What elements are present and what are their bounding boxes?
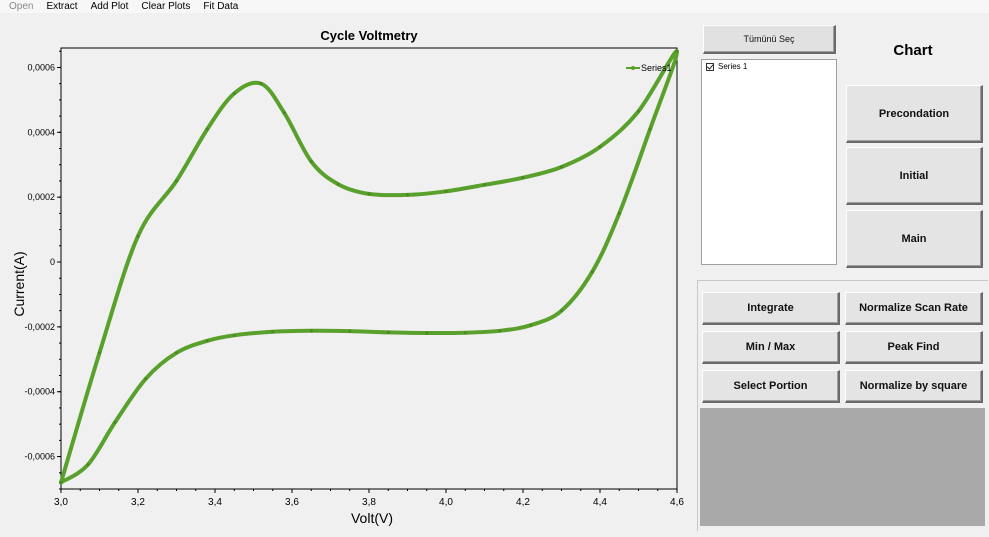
- y-tick-label: 0,0002: [27, 192, 55, 202]
- x-tick-label: 4,6: [670, 497, 684, 508]
- info-panel: [700, 408, 985, 526]
- series-point: [113, 420, 117, 425]
- series-point: [444, 189, 448, 193]
- y-tick-label: -0,0002: [24, 322, 55, 332]
- series-point: [559, 165, 564, 169]
- normalize-by-square-button[interactable]: Normalize by square: [845, 370, 983, 403]
- series-point: [405, 193, 410, 197]
- series-point: [636, 109, 641, 113]
- x-tick-label: 3,8: [362, 497, 376, 508]
- chart-area[interactable]: Cycle Voltmetry 0,0006 0,0004 0,0002 0 -0,00…: [0, 14, 690, 532]
- normalize-scan-rate-button[interactable]: Normalize Scan Rate: [845, 292, 983, 325]
- series-point: [174, 179, 179, 183]
- series-point: [336, 182, 340, 186]
- legend-marker: [631, 66, 635, 70]
- series-point: [529, 323, 533, 327]
- series-point: [675, 49, 679, 53]
- series-point: [367, 192, 371, 196]
- x-axis-label: Volt(V): [351, 510, 393, 526]
- series-point: [205, 127, 209, 131]
- series-point: [309, 329, 313, 333]
- y-axis-label: Current(A): [11, 251, 27, 316]
- x-tick-label: 3,6: [285, 497, 299, 508]
- y-tick-label: -0,0006: [24, 452, 55, 462]
- x-tick-label: 4,0: [439, 497, 453, 508]
- series-point: [559, 309, 564, 313]
- series-point: [59, 480, 63, 485]
- series-point: [521, 176, 525, 180]
- series-point: [590, 270, 594, 274]
- y-tick-label: 0: [50, 257, 55, 267]
- x-tick-label: 4,4: [593, 497, 607, 508]
- tools-panel: [697, 280, 988, 531]
- precondation-button[interactable]: Precondation: [846, 85, 983, 143]
- y-tick-label: 0,0006: [27, 62, 55, 72]
- peak-find-button[interactable]: Peak Find: [845, 331, 983, 364]
- legend: Series1: [626, 63, 672, 73]
- series-layer: [59, 49, 680, 485]
- series-line: [59, 49, 680, 485]
- series-point: [463, 331, 467, 335]
- series-point: [136, 234, 140, 238]
- select-all-button[interactable]: Tümünü Seç: [703, 25, 836, 54]
- series-point: [425, 331, 429, 335]
- x-tick-label: 3,2: [131, 497, 145, 508]
- x-tick-label: 3,0: [54, 497, 68, 508]
- menu-clear-plots[interactable]: Clear Plots: [141, 1, 191, 12]
- series-point: [86, 463, 90, 467]
- x-tick-label: 3,4: [208, 497, 222, 508]
- series-point: [259, 82, 263, 86]
- series-listbox[interactable]: Series 1: [701, 59, 837, 265]
- min-max-button[interactable]: Min / Max: [702, 331, 840, 364]
- menu-add-plot[interactable]: Add Plot: [90, 1, 129, 12]
- main-button[interactable]: Main: [846, 210, 983, 268]
- series-item-label: Series 1: [718, 62, 748, 71]
- series-point: [498, 329, 502, 333]
- series-point: [348, 329, 352, 333]
- x-axis-ticks: 3,0 3,2 3,4 3,6 3,8 4,0 4,2 4,4 4,6: [54, 489, 684, 508]
- legend-label: Series1: [641, 63, 672, 73]
- cv-chart: Cycle Voltmetry 0,0006 0,0004 0,0002 0 -0,00…: [11, 28, 684, 526]
- series-point: [598, 145, 602, 149]
- series-point: [386, 330, 390, 334]
- menu-fit-data[interactable]: Fit Data: [203, 1, 239, 12]
- plot-area: [60, 47, 678, 490]
- initial-button[interactable]: Initial: [846, 147, 983, 205]
- y-tick-label: -0,0004: [24, 387, 55, 397]
- series-checkbox[interactable]: [706, 62, 714, 71]
- series-point: [174, 351, 179, 355]
- series-point: [648, 127, 652, 131]
- chart-section-title: Chart: [893, 42, 933, 59]
- series-point: [271, 330, 275, 334]
- integrate-button[interactable]: Integrate: [702, 292, 840, 325]
- y-axis-ticks: 0,0006 0,0004 0,0002 0 -0,0002 -0,0004 -0,0006: [24, 50, 61, 490]
- chart-title: Cycle Voltmetry: [320, 28, 418, 43]
- series-point: [309, 159, 313, 164]
- series-list-item[interactable]: Series 1: [702, 60, 836, 73]
- menu-bar: Open Extract Add Plot Clear Plots Fit Da…: [0, 0, 989, 13]
- series-point: [232, 333, 236, 337]
- y-tick-label: 0,0004: [27, 127, 55, 137]
- series-point: [482, 183, 487, 187]
- series-point: [232, 91, 236, 95]
- select-portion-button[interactable]: Select Portion: [702, 370, 840, 403]
- series-point: [144, 377, 148, 381]
- x-tick-label: 4,2: [516, 497, 530, 508]
- series-point: [205, 339, 209, 343]
- menu-extract[interactable]: Extract: [46, 1, 78, 12]
- series-point: [617, 211, 621, 215]
- series-point: [97, 351, 102, 355]
- menu-open[interactable]: Open: [9, 1, 34, 12]
- series-point: [282, 111, 286, 115]
